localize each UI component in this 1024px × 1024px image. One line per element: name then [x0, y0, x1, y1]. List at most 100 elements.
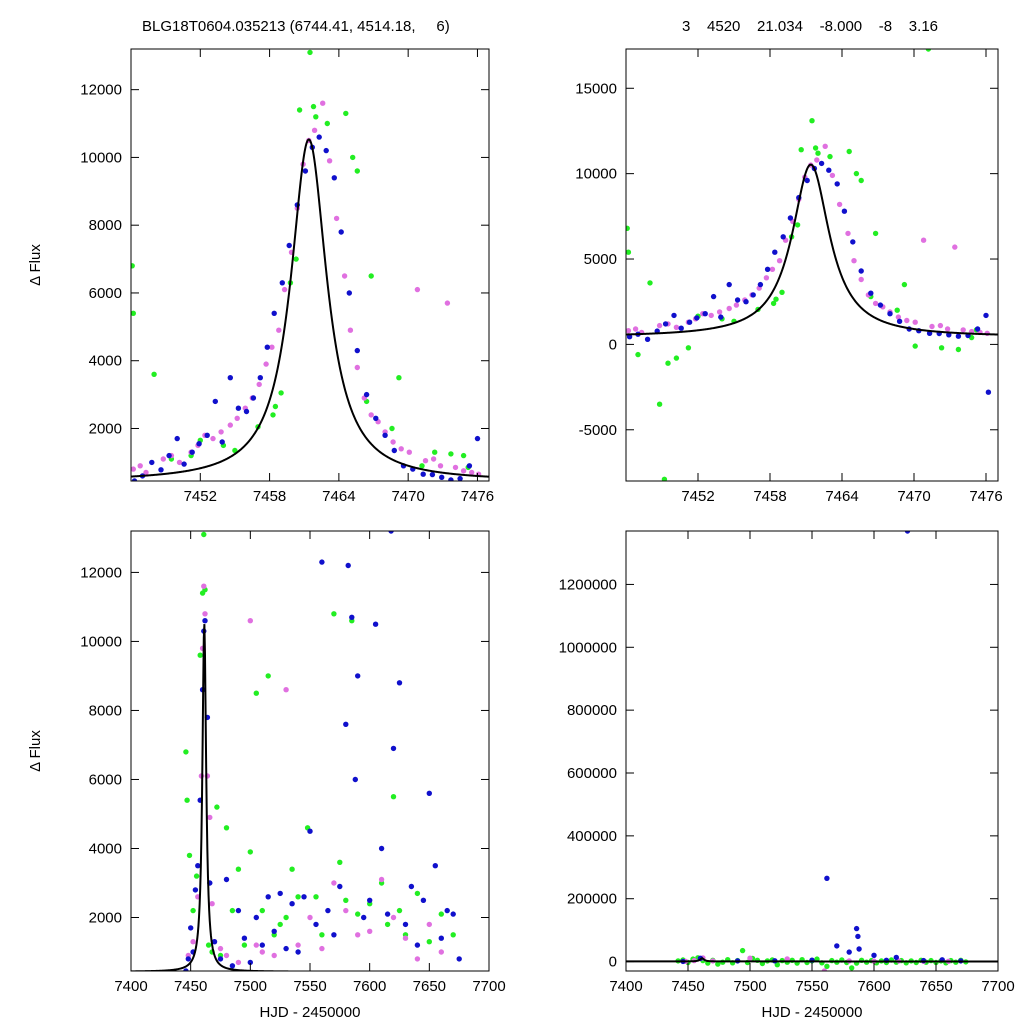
x-tick-label: 7452 — [681, 488, 714, 505]
data-point-green — [307, 49, 313, 56]
data-point-blue — [382, 432, 388, 438]
data-point-violet — [904, 317, 910, 324]
y-tick-label: 8000 — [89, 702, 122, 719]
data-point-violet — [367, 928, 373, 934]
model-curve — [626, 957, 998, 963]
data-point-blue — [243, 408, 250, 415]
data-point-blue — [271, 928, 277, 934]
data-point-green — [384, 921, 391, 928]
data-point-green — [901, 281, 908, 288]
data-point-blue — [235, 405, 242, 411]
x-tick-label: 7476 — [969, 488, 1002, 505]
plot-frame — [130, 48, 490, 482]
data-point-blue — [195, 863, 201, 869]
data-point-blue — [834, 943, 840, 949]
data-point-violet — [829, 172, 836, 179]
data-point-violet — [281, 286, 288, 293]
y-tick-label: 10000 — [80, 633, 122, 650]
data-point-green — [190, 907, 196, 914]
x-tick-label: 7452 — [184, 488, 217, 505]
data-point-violet — [912, 319, 918, 325]
y-tick-label: 1200000 — [559, 576, 617, 593]
data-point-violet — [763, 275, 770, 281]
data-point-blue — [204, 432, 210, 438]
data-point-green — [673, 355, 680, 361]
data-point-green — [193, 873, 200, 879]
data-point-blue — [718, 314, 724, 320]
data-point-violet — [814, 157, 820, 163]
data-point-green — [812, 145, 819, 151]
data-point-violet — [137, 463, 143, 469]
y-tick-label: 6000 — [89, 285, 122, 302]
data-point-green — [824, 963, 830, 969]
data-point-violet — [307, 914, 313, 921]
data-point-green — [938, 345, 945, 351]
x-axis-label: HJD - 2450000 — [260, 1004, 361, 1021]
x-tick-label: 7476 — [461, 488, 494, 505]
data-point-violet — [283, 687, 289, 693]
y-axis-label: Δ Flux — [27, 730, 44, 772]
data-point-green — [223, 825, 230, 831]
data-point-blue — [337, 883, 343, 890]
data-point-blue — [856, 946, 862, 952]
data-point-blue — [850, 239, 856, 245]
y-tick-label: 600000 — [567, 765, 617, 782]
data-point-blue — [678, 325, 684, 331]
data-point-blue — [772, 249, 778, 255]
x-tick-label: 7464 — [322, 488, 355, 505]
data-point-blue — [402, 921, 409, 928]
data-point-green — [426, 939, 432, 945]
data-point-violet — [319, 945, 325, 952]
data-point-blue — [904, 531, 911, 534]
data-point-violet — [733, 302, 740, 308]
data-point-green — [770, 300, 777, 307]
data-point-blue — [247, 959, 253, 966]
data-point-blue — [429, 471, 436, 478]
data-point-violet — [469, 469, 475, 476]
x-tick-label: 7700 — [981, 978, 1014, 995]
data-point-violet — [333, 215, 340, 222]
x-tick-label: 7464 — [825, 488, 858, 505]
data-point-blue — [694, 315, 700, 321]
panel-bottom-right: 7400 7450 7500 7550 7600 7650 7700 0 200000 40000… — [559, 530, 1015, 1021]
data-point-blue — [372, 621, 379, 627]
data-point-blue — [192, 887, 199, 893]
data-point-blue — [283, 945, 289, 952]
data-point-blue — [295, 949, 301, 955]
data-point-violet — [437, 463, 444, 469]
data-point-blue — [250, 395, 257, 401]
data-point-blue — [183, 968, 189, 971]
data-point-blue — [289, 901, 295, 907]
data-point-blue — [235, 907, 242, 914]
data-point-violet — [895, 314, 902, 320]
data-point-violet — [343, 907, 349, 914]
y-tick-label: 4000 — [89, 840, 122, 857]
x-tick-label: 7500 — [234, 978, 267, 995]
y-tick-label: 10000 — [80, 149, 122, 166]
data-point-blue — [408, 883, 415, 890]
data-point-green — [201, 531, 207, 538]
x-tick-label: 7400 — [609, 978, 642, 995]
data-point-blue — [438, 935, 444, 941]
data-point-green — [414, 890, 421, 897]
data-point-green — [253, 690, 259, 696]
data-point-blue — [974, 326, 981, 332]
data-point-blue — [227, 375, 233, 381]
data-point-green — [183, 749, 189, 755]
data-point-violet — [227, 422, 233, 428]
data-point-blue — [253, 914, 259, 921]
data-point-green — [827, 153, 833, 160]
data-point-violet — [341, 273, 348, 279]
x-tick-label: 7470 — [391, 488, 424, 505]
data-point-blue — [361, 914, 367, 921]
data-point-violet — [271, 952, 277, 959]
data-point-blue — [787, 215, 794, 221]
data-point-blue — [259, 942, 265, 948]
data-point-blue — [764, 266, 771, 272]
data-point-blue — [279, 280, 285, 286]
data-point-violet — [276, 327, 282, 333]
y-tick-label: 2000 — [89, 910, 122, 927]
data-point-green — [389, 425, 395, 432]
data-point-green — [647, 280, 653, 286]
